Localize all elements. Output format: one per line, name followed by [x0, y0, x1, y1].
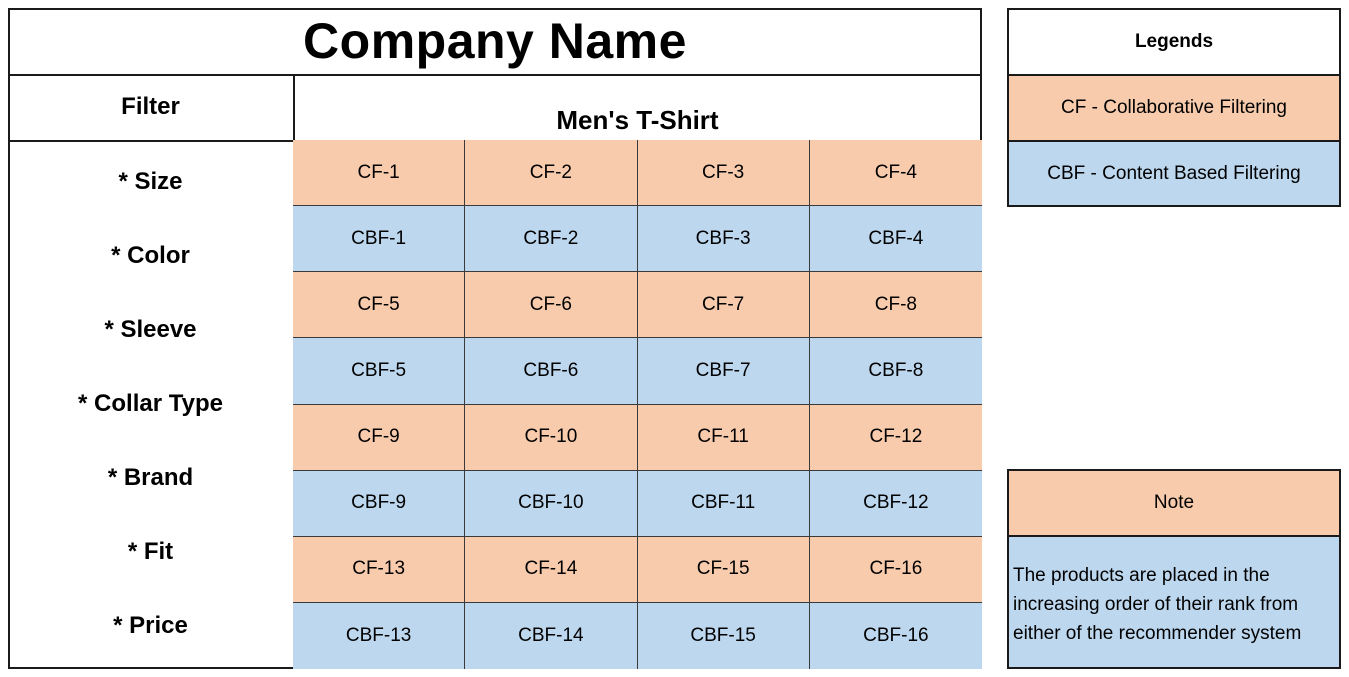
product-cell-cf-3[interactable]: CF-3 — [637, 140, 810, 207]
legend-box: Legends CF - Collaborative Filtering CBF… — [1007, 8, 1341, 207]
product-cell-cf-6[interactable]: CF-6 — [465, 272, 638, 339]
filter-item-fit[interactable]: * Fit — [127, 538, 174, 565]
product-cell-cf-2[interactable]: CF-2 — [465, 140, 638, 207]
product-cell-cf-15[interactable]: CF-15 — [637, 536, 810, 603]
product-cell-cbf-15[interactable]: CBF-15 — [637, 602, 810, 669]
product-cell-cf-13[interactable]: CF-13 — [293, 536, 466, 603]
product-cell-cf-9[interactable]: CF-9 — [293, 404, 466, 471]
company-title: Company Name — [303, 13, 687, 69]
product-cell-cf-4[interactable]: CF-4 — [809, 140, 982, 207]
product-cell-cbf-10[interactable]: CBF-10 — [465, 470, 638, 537]
note-box: Note The products are placed in the incr… — [1007, 469, 1341, 669]
product-cell-cbf-4[interactable]: CBF-4 — [809, 206, 982, 273]
filter-header: Filter — [8, 74, 295, 142]
filter-item-size[interactable]: * Size — [118, 168, 183, 195]
legend-cf-entry: CF - Collaborative Filtering — [1009, 76, 1339, 142]
filter-column: * Size * Color * Sleeve * Collar Type * … — [8, 140, 295, 669]
filter-item-price[interactable]: * Price — [113, 612, 188, 639]
product-cell-cbf-7[interactable]: CBF-7 — [637, 338, 810, 405]
filter-header-label: Filter — [121, 93, 180, 120]
title-cell: Company Name — [8, 8, 982, 76]
note-body: The products are placed in the increasin… — [1009, 537, 1339, 667]
product-cell-cf-14[interactable]: CF-14 — [465, 536, 638, 603]
product-cell-cf-5[interactable]: CF-5 — [293, 272, 466, 339]
product-cell-cbf-16[interactable]: CBF-16 — [809, 602, 982, 669]
product-cell-cf-10[interactable]: CF-10 — [465, 404, 638, 471]
product-cell-cbf-6[interactable]: CBF-6 — [465, 338, 638, 405]
product-cell-cbf-12[interactable]: CBF-12 — [809, 470, 982, 537]
legend-cbf-entry: CBF - Content Based Filtering — [1009, 142, 1339, 205]
filter-item-brand[interactable]: * Brand — [107, 464, 194, 491]
product-cell-cf-16[interactable]: CF-16 — [809, 536, 982, 603]
product-cell-cf-12[interactable]: CF-12 — [809, 404, 982, 471]
product-cell-cf-1[interactable]: CF-1 — [293, 140, 466, 207]
product-cell-cf-11[interactable]: CF-11 — [637, 404, 810, 471]
product-cell-cbf-11[interactable]: CBF-11 — [637, 470, 810, 537]
product-cell-cbf-5[interactable]: CBF-5 — [293, 338, 466, 405]
note-title: Note — [1009, 471, 1339, 537]
product-cell-cbf-14[interactable]: CBF-14 — [465, 602, 638, 669]
product-header: Men's T-Shirt — [293, 74, 982, 142]
product-cell-cbf-1[interactable]: CBF-1 — [293, 206, 466, 273]
product-grid: CF-1 CF-2 CF-3 CF-4 CBF-1 CBF-2 CBF-3 CBF-4 CF-5… — [293, 140, 982, 669]
legend-title: Legends — [1009, 10, 1339, 76]
filter-item-sleeve[interactable]: * Sleeve — [104, 316, 197, 343]
product-cell-cf-7[interactable]: CF-7 — [637, 272, 810, 339]
product-cell-cbf-3[interactable]: CBF-3 — [637, 206, 810, 273]
filter-item-color[interactable]: * Color — [111, 242, 190, 269]
product-category-title: Men's T-Shirt — [556, 105, 719, 135]
product-cell-cbf-13[interactable]: CBF-13 — [293, 602, 466, 669]
product-cell-cf-8[interactable]: CF-8 — [809, 272, 982, 339]
product-cell-cbf-8[interactable]: CBF-8 — [809, 338, 982, 405]
filter-item-collar-type[interactable]: * Collar Type — [78, 390, 223, 417]
product-cell-cbf-9[interactable]: CBF-9 — [293, 470, 466, 537]
product-cell-cbf-2[interactable]: CBF-2 — [465, 206, 638, 273]
